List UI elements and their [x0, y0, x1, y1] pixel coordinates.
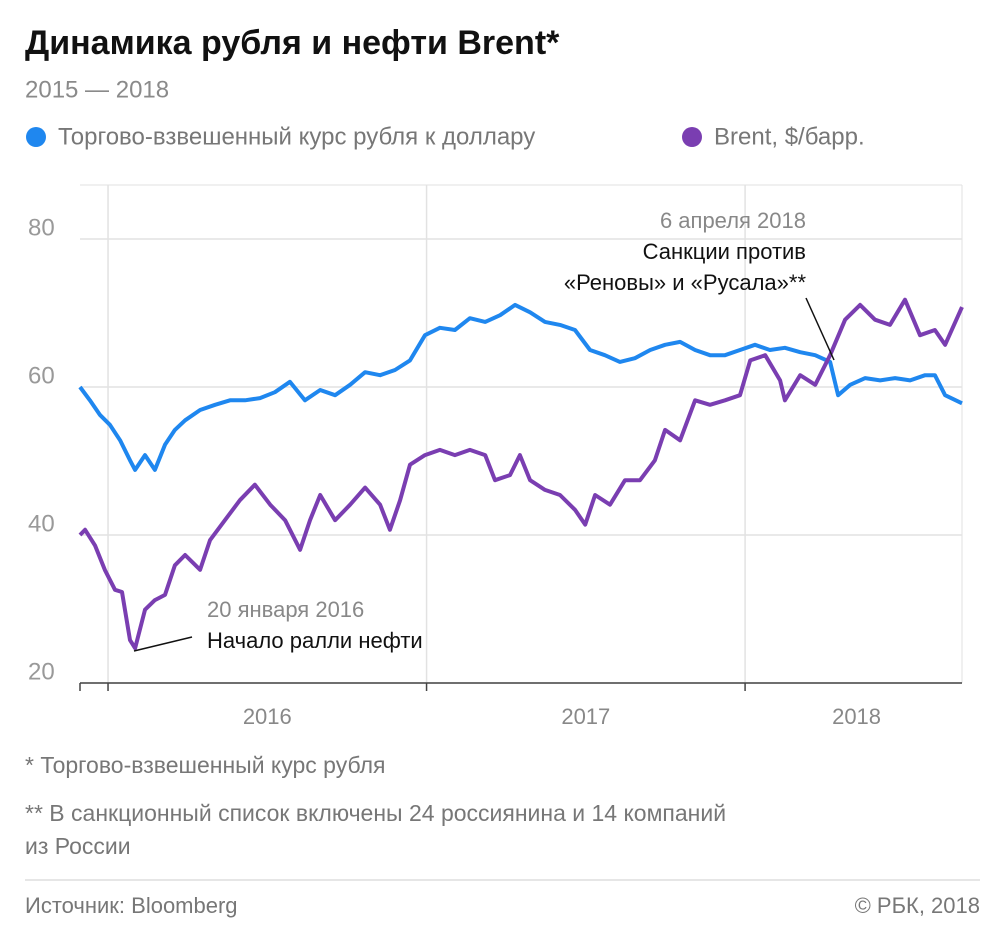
y-tick-label: 40: [28, 510, 55, 537]
legend-marker: [26, 127, 46, 147]
annotation-leader: [805, 297, 835, 361]
source: Источник: Bloomberg: [25, 893, 238, 918]
y-tick-label: 80: [28, 214, 55, 241]
legend-label: Brent, $/барр.: [714, 123, 865, 150]
x-tick-label: 2016: [243, 704, 292, 729]
annotation-text: «Реновы» и «Русала»**: [564, 270, 807, 295]
annotation-date: 20 января 2016: [207, 597, 364, 622]
y-tick-label: 60: [28, 362, 55, 389]
legend-marker: [682, 127, 702, 147]
x-tick-label: 2017: [561, 704, 610, 729]
annotation-text: Санкции против: [643, 239, 806, 264]
y-tick-label: 20: [28, 658, 55, 685]
data-line: [78, 302, 963, 472]
data-line: [78, 297, 964, 651]
copyright: © РБК, 2018: [855, 893, 980, 918]
chart-title: Динамика рубля и нефти Brent*: [25, 24, 560, 62]
annotation-date: 6 апреля 2018: [660, 208, 806, 233]
legend-label: Торгово-взвешенный курс рубля к доллару: [58, 123, 535, 150]
x-tick-label: 2018: [832, 704, 881, 729]
annotation-leader: [133, 636, 193, 652]
chart-subtitle: 2015 — 2018: [25, 76, 169, 103]
annotation-text: Начало ралли нефти: [207, 628, 423, 653]
footnote: * Торгово-взвешенный курс рубля: [25, 752, 386, 778]
footnote: ** В санкционный список включены 24 росс…: [25, 800, 726, 826]
footnote: из России: [25, 833, 131, 859]
